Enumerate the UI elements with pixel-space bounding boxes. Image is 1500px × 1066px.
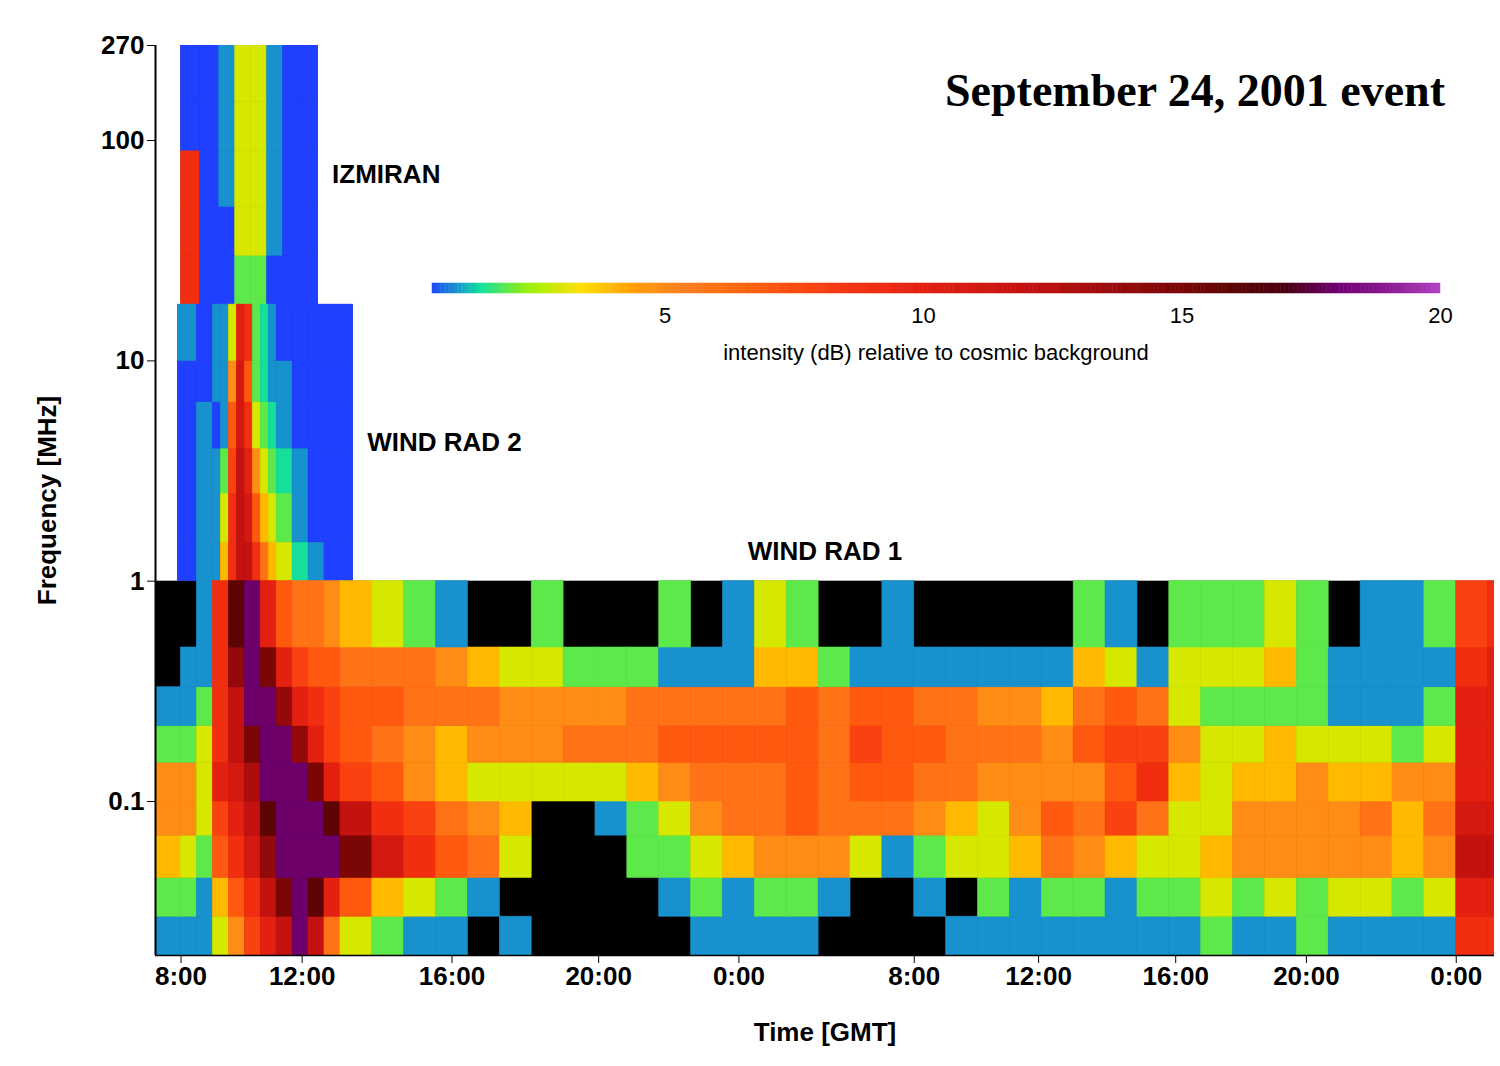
svg-text:1: 1 [130, 566, 144, 596]
svg-text:8:00: 8:00 [155, 961, 207, 991]
svg-text:10: 10 [911, 303, 935, 328]
svg-text:270: 270 [101, 30, 144, 60]
svg-text:16:00: 16:00 [419, 961, 486, 991]
svg-text:20: 20 [1428, 303, 1452, 328]
html-text:intensity (dB) relative to cos: intensity (dB) relative to cosmic backgr… [723, 340, 1149, 365]
svg-text:15: 15 [1170, 303, 1194, 328]
svg-text:12:00: 12:00 [269, 961, 336, 991]
svg-text:IZMIRAN: IZMIRAN [332, 159, 440, 189]
svg-text:10: 10 [116, 345, 145, 375]
html-text:September 24, 2001 event: September 24, 2001 event [945, 65, 1445, 116]
svg-text:20:00: 20:00 [1273, 961, 1340, 991]
svg-text:12:00: 12:00 [1005, 961, 1072, 991]
svg-text:WIND RAD 2: WIND RAD 2 [367, 427, 522, 457]
svg-text:0:00: 0:00 [1430, 961, 1482, 991]
svg-text:20:00: 20:00 [565, 961, 632, 991]
svg-text:16:00: 16:00 [1142, 961, 1209, 991]
svg-text:0.1: 0.1 [108, 786, 144, 816]
svg-text:5: 5 [659, 303, 671, 328]
svg-text:Frequency [MHz]: Frequency [MHz] [32, 396, 62, 605]
svg-text:WIND RAD 1: WIND RAD 1 [748, 536, 903, 566]
svg-text:8:00: 8:00 [888, 961, 940, 991]
svg-text:Time [GMT]: Time [GMT] [754, 1017, 897, 1047]
svg-text:100: 100 [101, 125, 144, 155]
svg-text:0:00: 0:00 [713, 961, 765, 991]
